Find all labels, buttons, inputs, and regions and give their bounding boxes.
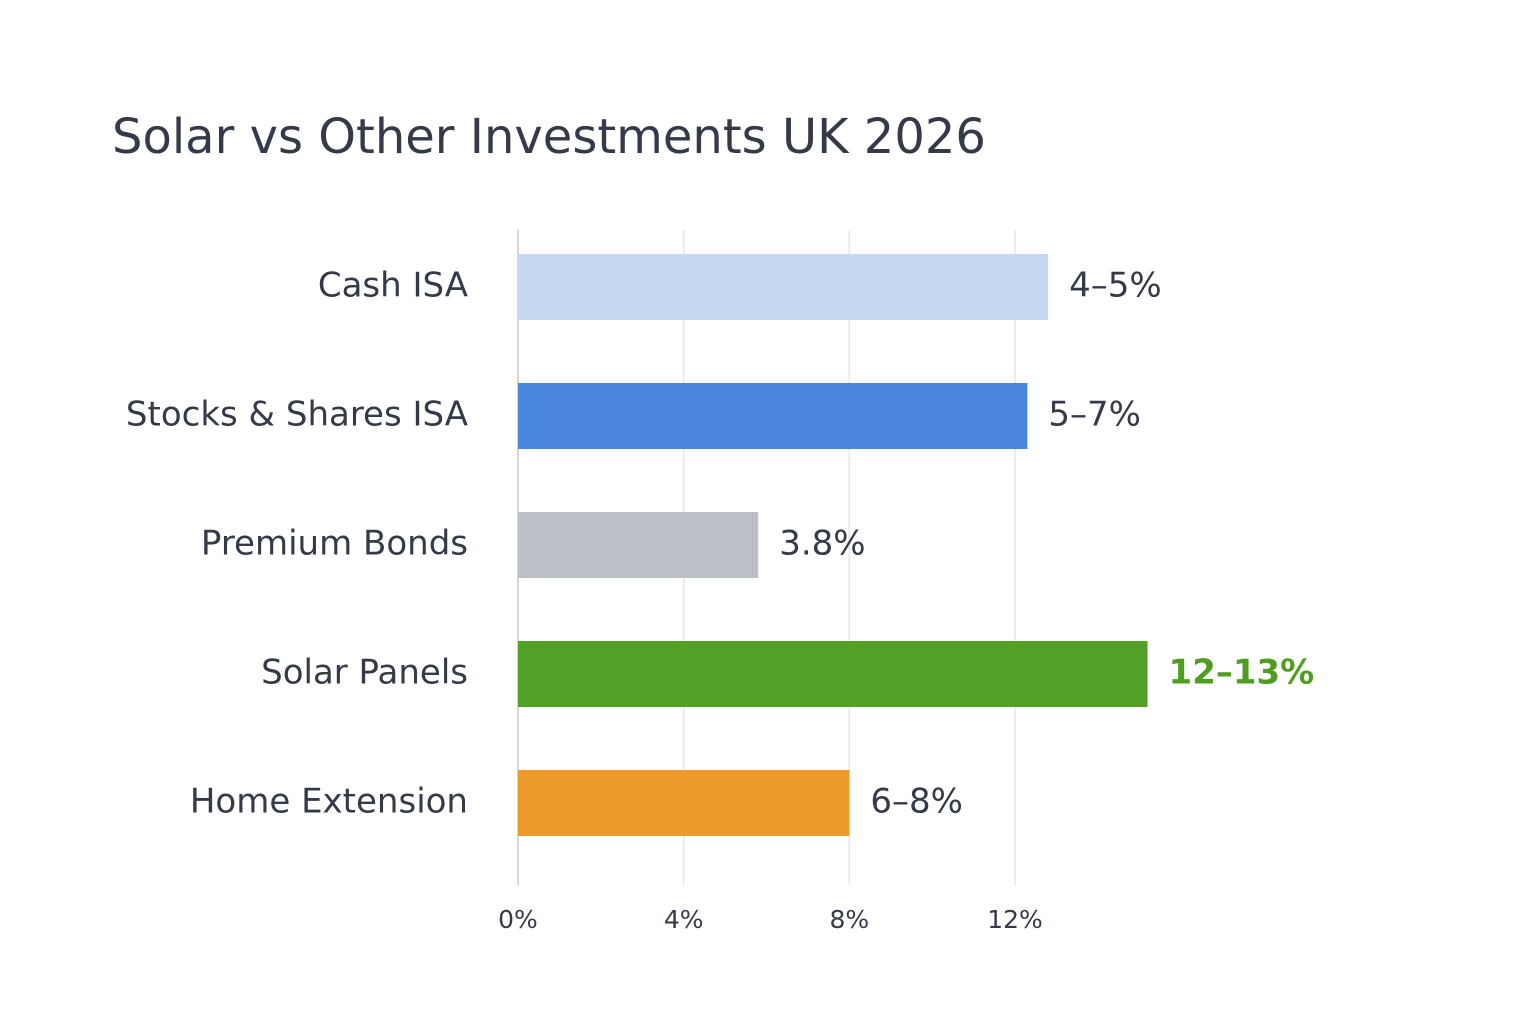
bar-annotation: 3.8% bbox=[779, 524, 865, 564]
chart-title: Solar vs Other Investments UK 2026 bbox=[112, 109, 986, 165]
category-label: Premium Bonds bbox=[201, 524, 468, 564]
x-tick-label: 12% bbox=[987, 905, 1043, 934]
category-label: Cash ISA bbox=[318, 266, 468, 306]
x-tick-label: 0% bbox=[498, 905, 538, 934]
bar-annotation: 5–7% bbox=[1048, 395, 1141, 435]
x-tick-label: 4% bbox=[664, 905, 704, 934]
bar-annotation: 6–8% bbox=[870, 782, 963, 822]
bar bbox=[518, 383, 1028, 449]
bar bbox=[518, 254, 1049, 320]
bar bbox=[518, 770, 850, 836]
category-label: Stocks & Shares ISA bbox=[126, 395, 468, 435]
x-tick-label: 8% bbox=[829, 905, 869, 934]
bar bbox=[518, 641, 1148, 707]
category-label: Solar Panels bbox=[261, 653, 468, 693]
bar-annotation: 12–13% bbox=[1169, 653, 1315, 693]
bar-annotation: 4–5% bbox=[1069, 266, 1162, 306]
bar bbox=[518, 512, 759, 578]
category-label: Home Extension bbox=[190, 782, 468, 822]
